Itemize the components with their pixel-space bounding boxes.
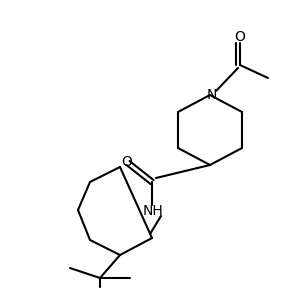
Text: NH: NH	[142, 204, 163, 218]
Text: O: O	[235, 30, 245, 44]
Text: O: O	[122, 155, 133, 169]
Text: N: N	[207, 88, 217, 102]
